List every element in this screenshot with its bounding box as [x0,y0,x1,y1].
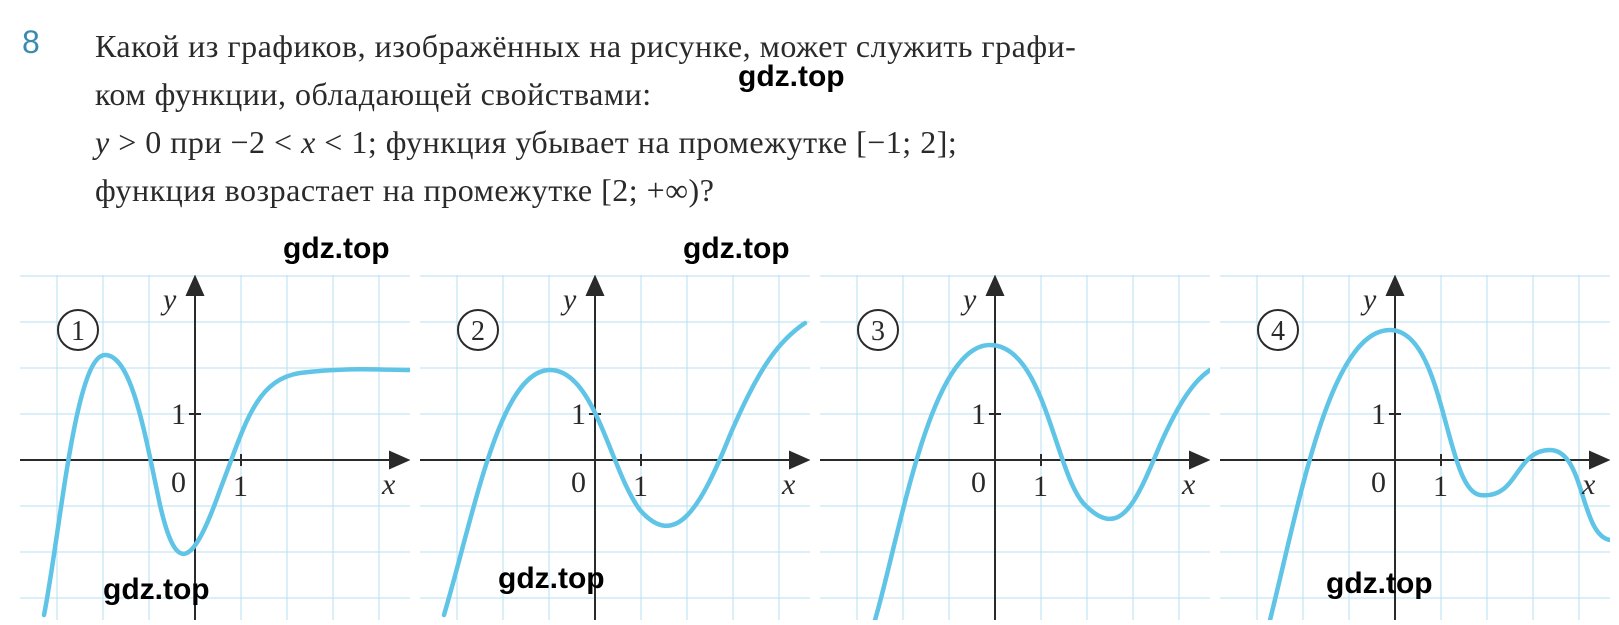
chart-badge: 3 [858,310,898,350]
chart-badge-number: 3 [871,316,885,347]
chart-badge: 1 [58,310,98,350]
x-axis-label: x [781,468,796,501]
chart-badge-number: 1 [71,316,85,347]
y-tick-1: 1 [1371,398,1386,431]
y-axis-label: y [960,283,977,316]
x-axis-label: x [1181,468,1196,501]
x-tick-1: 1 [233,470,248,503]
problem-text: Какой из графиков, изображённых на рисун… [95,22,1589,214]
y-axis-label: y [560,283,577,316]
chart-1: y x 0 1 1 1 [20,275,410,620]
chart-3: y x 0 1 1 3 [820,275,1210,620]
var-x: x [301,124,316,160]
watermark: gdz.top [683,232,790,266]
cond-1b: > 0 при −2 < [110,124,301,160]
x-tick-1: 1 [633,470,648,503]
condition-line2: функция возрастает на промежутке [2; +∞)… [95,166,1589,214]
chart-svg: y x 0 1 1 3 [820,275,1210,620]
origin-label: 0 [971,466,986,499]
y-axis-label: y [1360,283,1377,316]
chart-2: y x 0 1 1 2 [420,275,810,620]
watermark: gdz.top [498,562,605,596]
chart-svg: y x 0 1 1 1 [20,275,410,620]
x-tick-1: 1 [1033,470,1048,503]
origin-label: 0 [1371,466,1386,499]
chart-badge-number: 4 [1271,316,1285,347]
chart-badge: 4 [1258,310,1298,350]
watermark: gdz.top [283,232,390,266]
y-axis-label: y [160,283,177,316]
chart-badge: 2 [458,310,498,350]
watermark: gdz.top [738,60,845,94]
watermark: gdz.top [1326,567,1433,601]
problem-number: 8 [22,24,40,61]
x-axis-label: x [1581,468,1596,501]
origin-label: 0 [171,466,186,499]
y-tick-1: 1 [171,398,186,431]
x-tick-1: 1 [1433,470,1448,503]
y-tick-1: 1 [571,398,586,431]
condition-line1: y > 0 при −2 < x < 1; функция убывает на… [95,118,1589,166]
var-y: y [95,124,110,160]
x-axis-label: x [381,468,396,501]
chart-badge-number: 2 [471,316,485,347]
origin-label: 0 [571,466,586,499]
y-tick-1: 1 [971,398,986,431]
cond-1d: < 1; функция убывает на промежутке [−1; … [316,124,957,160]
chart-svg: y x 0 1 1 2 [420,275,810,620]
watermark: gdz.top [103,573,210,607]
